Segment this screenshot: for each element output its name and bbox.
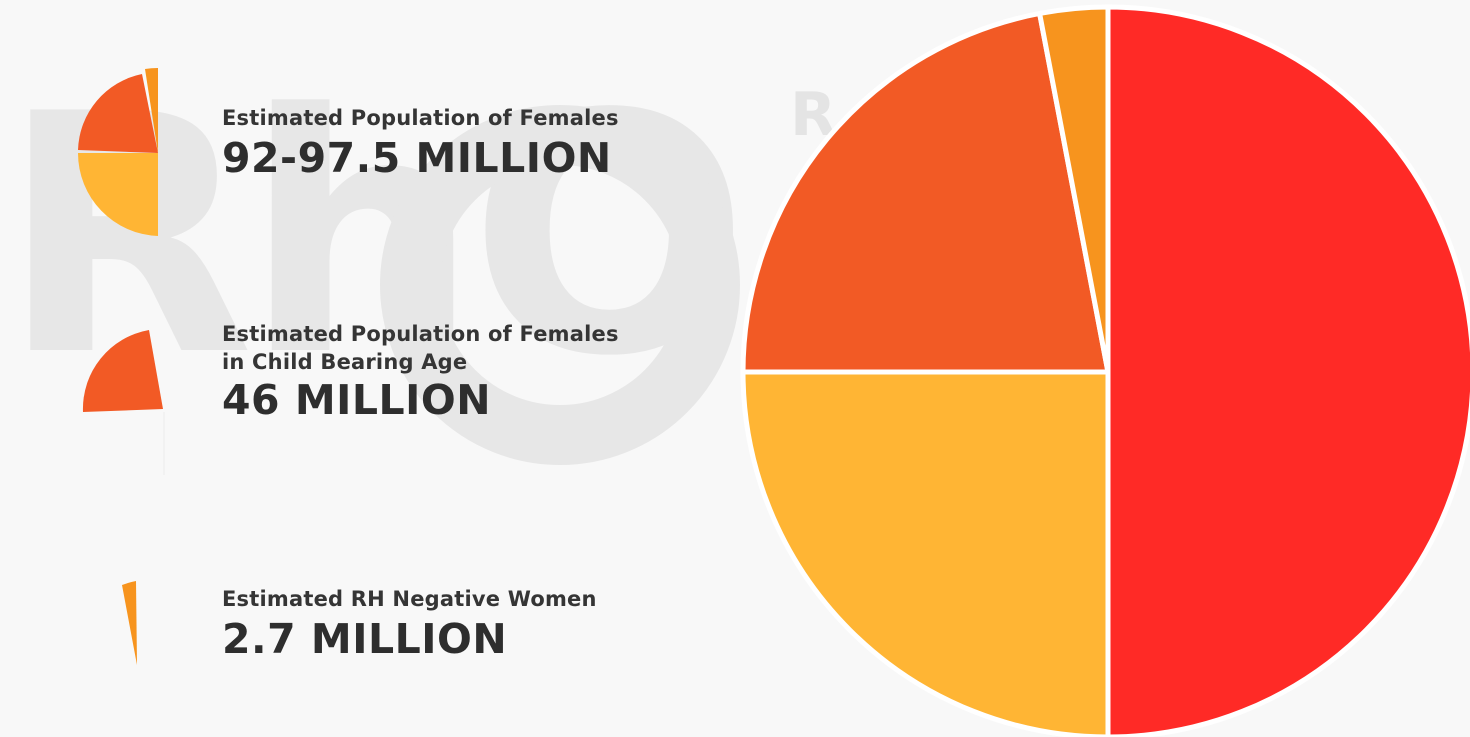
pie-sliver-icon bbox=[122, 581, 137, 665]
legend-entry-rh-negative: Estimated RH Negative Women 2.7 MILLION bbox=[222, 585, 597, 661]
legend-value: 46 MILLION bbox=[222, 376, 492, 424]
legend-entry-females: Estimated Population of Females 92-97.5 … bbox=[222, 104, 619, 180]
legend-label: Estimated Population of Females bbox=[222, 106, 619, 130]
pie-slice-4 bbox=[1037, 4, 1111, 375]
icon1-orange-slice bbox=[145, 67, 158, 153]
legend-icons bbox=[77, 67, 165, 665]
pie-wedge-icon bbox=[82, 330, 165, 475]
icon3-orange-slice bbox=[122, 581, 137, 665]
pie-chart bbox=[740, 4, 1470, 737]
pie-quarter-stack-icon bbox=[77, 67, 158, 236]
legend-value: 92-97.5 MILLION bbox=[222, 134, 612, 182]
pie-slice-3 bbox=[740, 10, 1111, 375]
pie-slice-2 bbox=[740, 369, 1111, 737]
legend-value: 2.7 MILLION bbox=[222, 615, 508, 663]
icon1-dark-orange-slice bbox=[78, 74, 158, 153]
icon1-yellow-slice bbox=[77, 153, 158, 236]
icon2-dark-orange-slice bbox=[82, 330, 163, 412]
legend-label: Estimated Population of Females bbox=[222, 322, 619, 346]
legend-label-line2: in Child Bearing Age bbox=[222, 350, 468, 374]
legend-entry-child-bearing: Estimated Population of Females in Child… bbox=[222, 320, 619, 422]
pie-slice-1 bbox=[1105, 4, 1470, 737]
legend-label: Estimated RH Negative Women bbox=[222, 587, 597, 611]
